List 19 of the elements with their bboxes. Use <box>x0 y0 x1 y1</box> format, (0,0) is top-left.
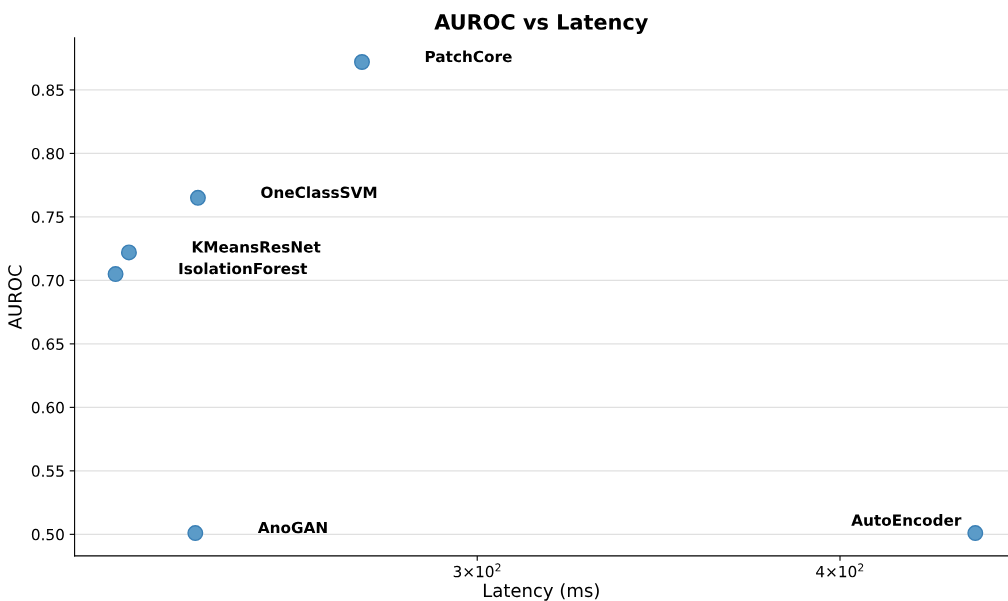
annotation: OneClassSVM <box>261 186 377 199</box>
y-tick-label: 0.60 <box>31 401 64 414</box>
annotation: KMeansResNet <box>192 241 321 253</box>
annotation: IsolationForest <box>179 262 308 275</box>
y-tick-label: 0.70 <box>31 274 64 287</box>
y-tick-label: 0.65 <box>31 338 64 350</box>
x-tick-label: 3×10$^{2}$ <box>453 563 501 578</box>
x-axis-title: Latency (ms) <box>483 583 599 601</box>
y-axis-title: AUROC <box>8 265 22 330</box>
y-tick-label: 0.80 <box>31 147 64 160</box>
chart-title: AUROC vs Latency <box>434 14 648 35</box>
y-tick-label: 0.75 <box>31 211 64 223</box>
annotation: AnoGAN <box>257 521 327 534</box>
y-tick-label: 0.55 <box>31 465 64 477</box>
y-tick-label: 0.50 <box>31 528 64 541</box>
annotation: PatchCore <box>425 50 512 63</box>
x-tick-label: 4×10$^{2}$ <box>816 563 864 578</box>
annotation: AutoEncoder <box>851 514 962 526</box>
y-tick-label: 0.85 <box>31 84 64 96</box>
